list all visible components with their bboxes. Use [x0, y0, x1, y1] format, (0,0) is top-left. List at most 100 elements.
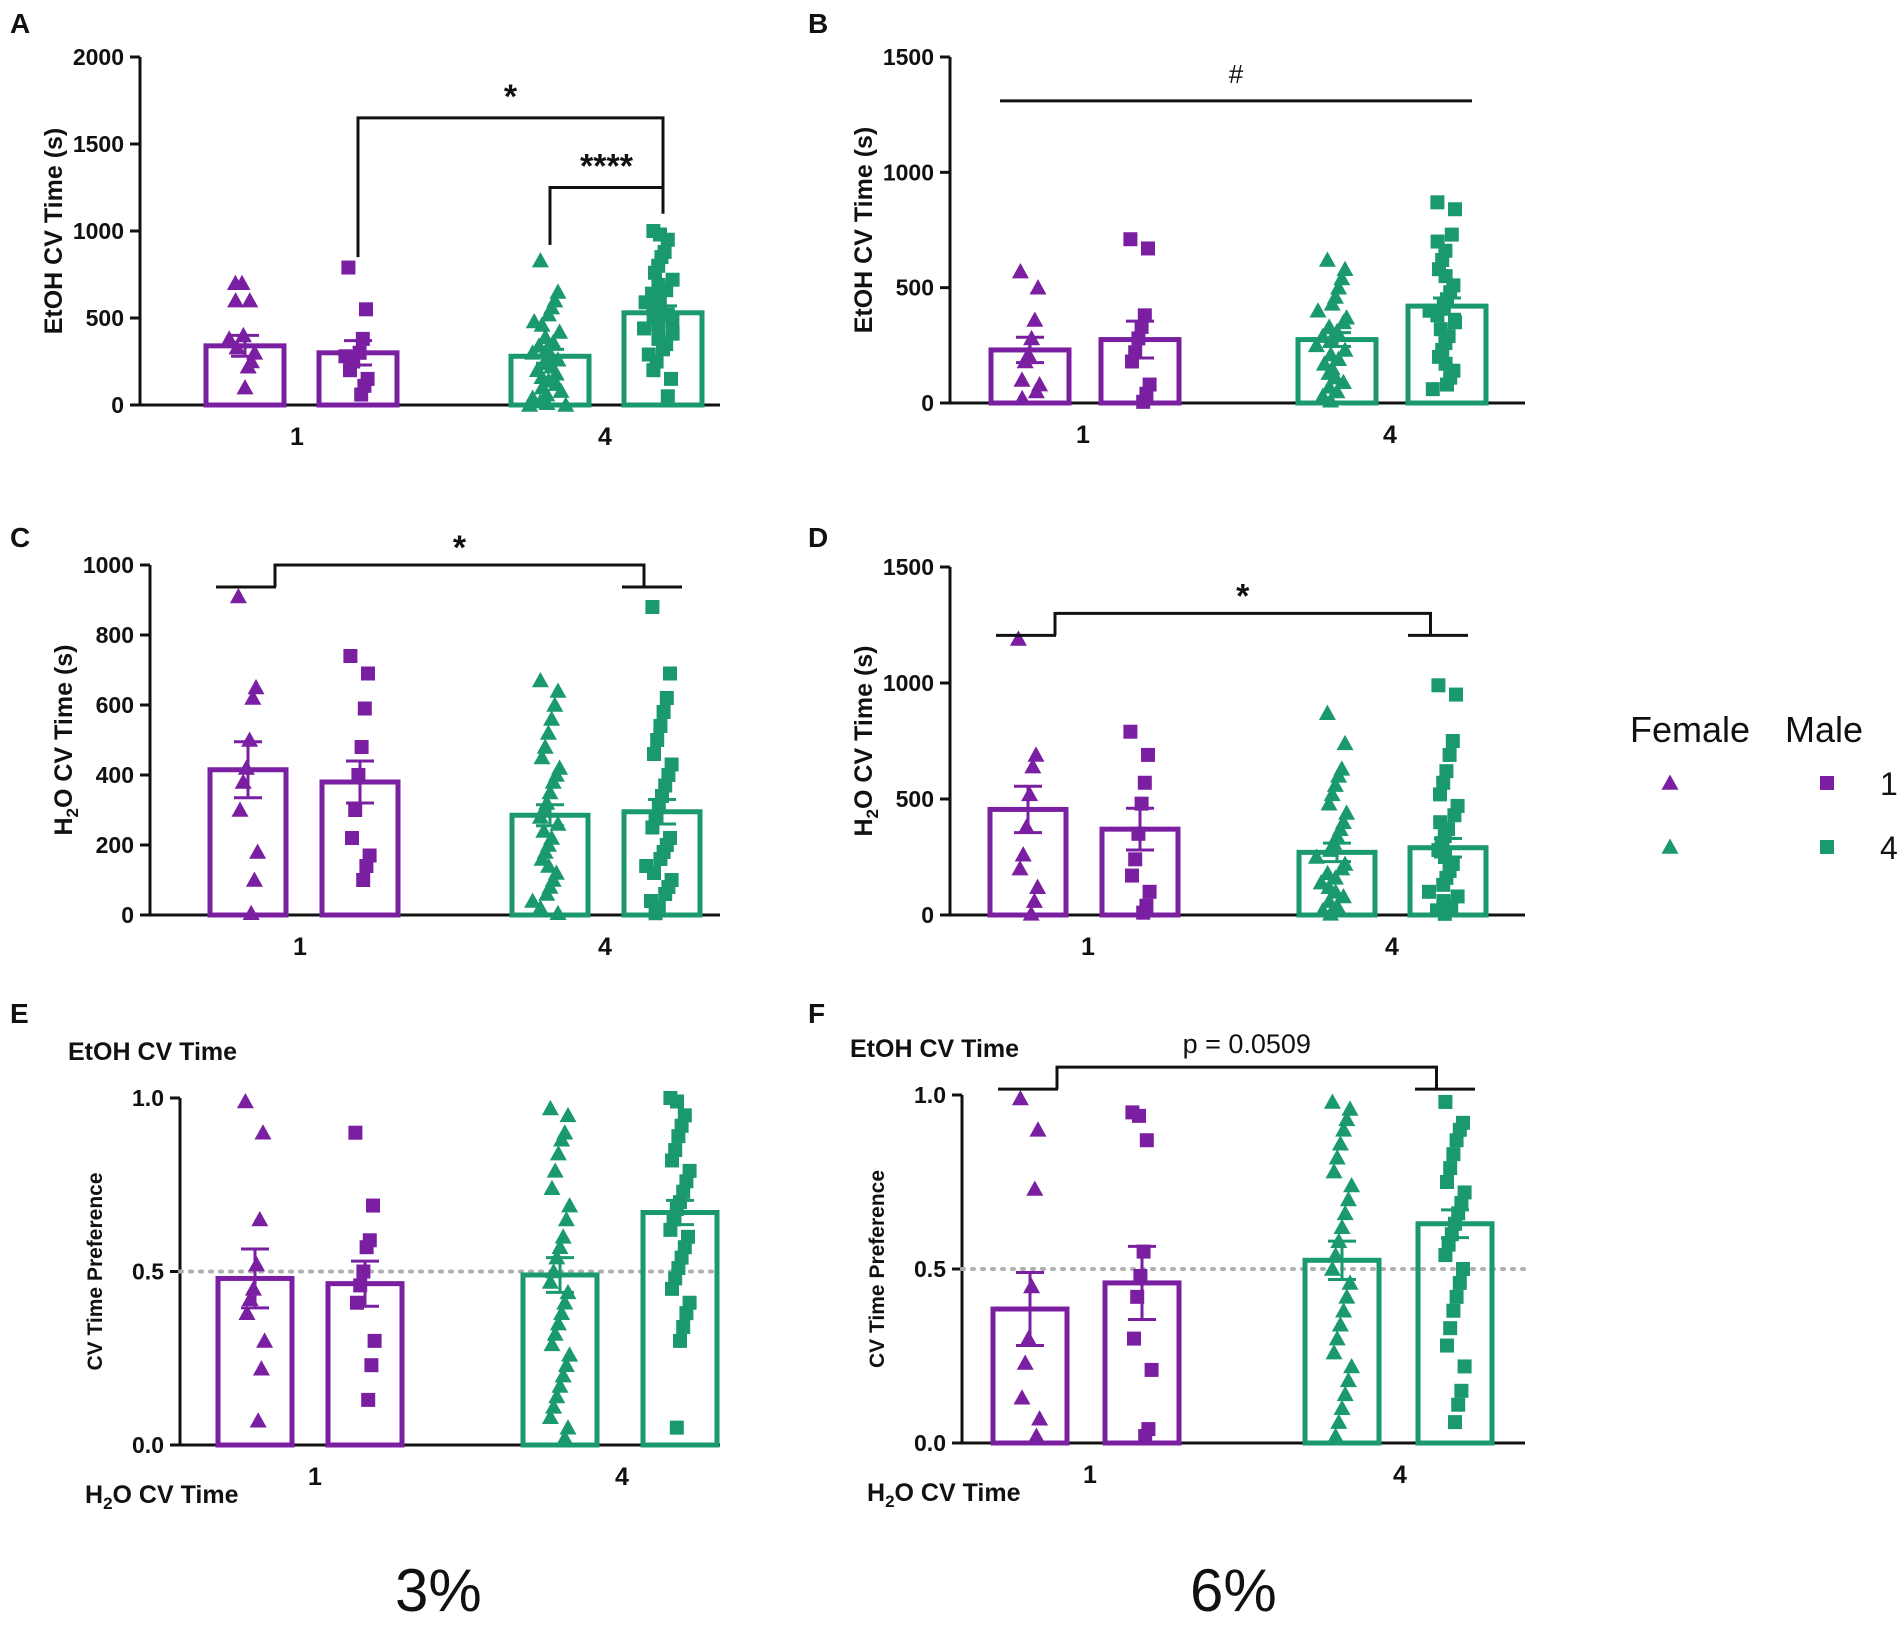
- data-point: [559, 1106, 577, 1123]
- significance-label: *: [453, 529, 467, 567]
- y-axis-label: CV Time Preference: [866, 1170, 889, 1368]
- data-point: [1144, 1362, 1159, 1377]
- significance-bracket: [216, 563, 682, 589]
- y-tick-label: 1500: [883, 44, 934, 70]
- series-male-1: [1098, 232, 1182, 409]
- significance-label: p = 0.0509: [1183, 1029, 1311, 1059]
- data-point: [1330, 1413, 1348, 1429]
- significance-label: ****: [580, 148, 634, 186]
- data-point: [1134, 319, 1149, 334]
- y-tick-label: 1000: [883, 670, 934, 696]
- data-point: [535, 822, 553, 838]
- data-point: [546, 696, 564, 712]
- significance-bracket: [996, 611, 1468, 637]
- data-point: [361, 1392, 376, 1407]
- data-point: [1436, 877, 1451, 892]
- legend-marker-female-4: [1661, 838, 1679, 854]
- data-point: [545, 1398, 563, 1414]
- series-male-4: [1415, 1094, 1495, 1446]
- data-point: [343, 649, 358, 663]
- data-point: [254, 1124, 272, 1140]
- data-point: [671, 1129, 686, 1144]
- data-point: [1343, 1176, 1361, 1193]
- data-point: [545, 1263, 563, 1279]
- data-point: [1027, 746, 1045, 762]
- x-tick-label: 4: [1383, 421, 1397, 449]
- data-point: [1430, 195, 1445, 210]
- data-point: [1031, 1410, 1049, 1426]
- data-point: [1139, 1133, 1154, 1148]
- data-point: [1335, 1302, 1353, 1318]
- series-male-1: [325, 1125, 405, 1448]
- series-female-1: [990, 1089, 1070, 1446]
- data-point: [1131, 826, 1146, 841]
- data-point: [1016, 1354, 1034, 1370]
- data-point: [554, 1228, 572, 1244]
- data-point: [1449, 687, 1463, 702]
- data-point: [1443, 1321, 1458, 1336]
- series-male-4: [621, 224, 705, 408]
- y-axis-label: H2O CV Time (s): [850, 646, 882, 837]
- data-point: [658, 887, 673, 901]
- data-point: [543, 710, 561, 726]
- data-point: [343, 363, 357, 378]
- x-tick-label: 1: [1081, 933, 1095, 961]
- x-tick-label: 4: [1385, 933, 1399, 961]
- data-point: [1021, 785, 1039, 802]
- chart-panel-c: C 0 200 400 600 800 1000 H2O CV Time (s) 1 4 *: [10, 522, 720, 961]
- bottom-axis-label: H2O CV Time: [85, 1481, 239, 1513]
- data-point: [549, 283, 567, 299]
- x-tick-label: 4: [615, 1463, 629, 1491]
- data-point: [1334, 373, 1352, 390]
- series-female-1: [987, 630, 1069, 921]
- legend-header-male: Male: [1785, 709, 1863, 750]
- data-point: [1457, 1359, 1472, 1374]
- x-tick-label: 4: [598, 933, 612, 961]
- data-point: [544, 773, 562, 789]
- data-point: [1027, 382, 1045, 399]
- data-point: [663, 1222, 678, 1237]
- series-male-4: [621, 600, 703, 921]
- data-point: [244, 1280, 262, 1296]
- data-point: [1439, 764, 1454, 779]
- data-point: [1328, 382, 1346, 399]
- data-point: [1327, 1246, 1345, 1262]
- data-point: [549, 1145, 567, 1161]
- data-point: [354, 740, 369, 754]
- data-point: [1436, 775, 1451, 790]
- data-point: [1326, 869, 1344, 885]
- y-tick-label: 800: [96, 622, 134, 648]
- data-point: [1014, 846, 1032, 862]
- data-point: [648, 265, 662, 280]
- data-point: [1322, 841, 1340, 857]
- series-female-4: [508, 252, 592, 412]
- data-point: [1437, 906, 1452, 921]
- data-point: [552, 382, 570, 398]
- y-tick-label: 0: [111, 392, 124, 418]
- y-axis-label: CV Time Preference: [84, 1172, 107, 1370]
- data-point: [359, 859, 374, 873]
- data-point: [556, 1294, 574, 1310]
- data-point: [676, 1320, 691, 1335]
- data-point: [1025, 892, 1043, 908]
- data-point: [1142, 884, 1157, 899]
- data-point: [359, 1240, 374, 1255]
- y-tick-label: 500: [86, 305, 124, 331]
- data-point: [653, 852, 668, 866]
- data-point: [1029, 878, 1047, 894]
- data-point: [1023, 1277, 1041, 1294]
- data-point: [1029, 1121, 1047, 1137]
- data-point: [1323, 295, 1341, 311]
- data-point: [1137, 775, 1152, 790]
- data-point: [660, 232, 675, 247]
- bar: [520, 1272, 600, 1448]
- data-point: [1331, 1135, 1349, 1151]
- data-point: [665, 314, 680, 329]
- data-point: [1341, 1100, 1359, 1116]
- data-point: [548, 1387, 566, 1404]
- series-female-4: [1295, 251, 1379, 408]
- data-point: [533, 749, 551, 765]
- data-point: [541, 784, 559, 800]
